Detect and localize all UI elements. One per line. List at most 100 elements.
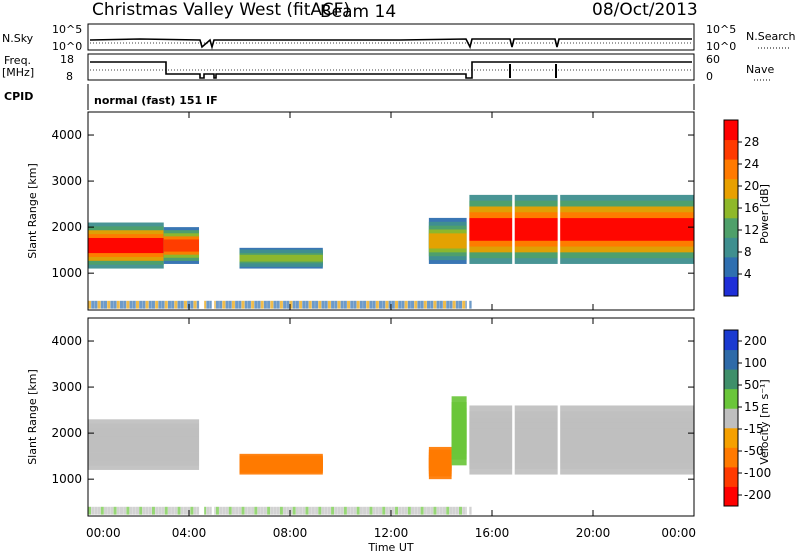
heat-cell [239, 254, 323, 262]
scatter-cell [97, 506, 101, 515]
scatter-cell [452, 506, 456, 515]
scatter-cell [446, 300, 450, 309]
data-gap [199, 319, 205, 515]
scatter-cell [327, 506, 331, 515]
colorbar-tick-label: 16 [744, 201, 759, 215]
colorbar-tick-label: 28 [744, 135, 759, 149]
y-tick-label: 1000 [51, 472, 82, 486]
data-region [88, 419, 202, 470]
scatter-cell [267, 300, 271, 309]
scatter-cell [190, 300, 194, 309]
scatter-cell [379, 506, 383, 515]
colorbar-tick-label: -15 [744, 422, 764, 436]
scatter-cell [219, 506, 223, 515]
scatter-cell [395, 300, 399, 309]
scatter-cell [366, 300, 370, 309]
scatter-cell [331, 506, 335, 515]
colorbar-cell [724, 237, 738, 258]
data-gap [512, 319, 515, 515]
colorbar-cell [724, 256, 738, 277]
scatter-cell [347, 506, 351, 515]
scatter-cell [209, 506, 213, 515]
scatter-cell [324, 300, 328, 309]
scatter-cell [289, 506, 293, 515]
scatter-cell [302, 506, 306, 515]
scatter-cell [100, 506, 104, 515]
scatter-cell [398, 300, 402, 309]
colorbar-cell [724, 466, 738, 487]
scatter-cell [180, 506, 184, 515]
colorbar-frame [723, 329, 739, 507]
scatter-cell [308, 300, 312, 309]
freq-label-1: Freq. [4, 54, 31, 67]
scatter-cell [382, 300, 386, 309]
scatter-cell [292, 300, 296, 309]
heat-cell [163, 239, 200, 252]
scatter-cell [158, 506, 162, 515]
scatter-cell [279, 506, 283, 515]
scatter-cell [94, 506, 98, 515]
scatter-cell [305, 300, 309, 309]
scatter-cell [174, 506, 178, 515]
scatter-cell [359, 300, 363, 309]
scatter-cell [430, 300, 434, 309]
data-gap [199, 113, 205, 309]
nsearch-tick-bottom: 10^0 [706, 40, 736, 53]
data-region [428, 446, 452, 480]
scatter-cell [385, 300, 389, 309]
scatter-cell [302, 300, 306, 309]
scatter-cell [411, 506, 415, 515]
data-region [163, 227, 200, 264]
scatter-cell [324, 506, 328, 515]
scatter-cell [311, 300, 315, 309]
scatter-cell [449, 300, 453, 309]
scatter-cell [267, 506, 271, 515]
nsky-tick-bottom: 10^0 [52, 40, 82, 53]
scatter-cell [273, 506, 277, 515]
y-tick-label: 4000 [51, 128, 82, 142]
scatter-cell [88, 506, 91, 515]
scatter-cell [206, 300, 210, 309]
freq-tick-bottom: 8 [66, 70, 73, 83]
velocity-panel: Slant Range [km] 1000 2000 3000 4000 200 100… [26, 317, 771, 517]
scatter-cell [443, 506, 447, 515]
colorbar-cell [724, 427, 738, 448]
scatter-cell [123, 506, 127, 515]
heat-cell [88, 436, 202, 453]
scatter-cell [257, 300, 261, 309]
scatter-cell [340, 300, 344, 309]
power-panel: Slant Range [km] 1000 2000 3000 4000 4 8 12 16… [26, 111, 771, 311]
scatter-cell [452, 300, 456, 309]
scatter-cell [379, 300, 383, 309]
power-colorbar: 4 8 12 16 20 24 28 [723, 119, 759, 297]
y-tick-label: 3000 [51, 380, 82, 394]
freq-label-2: [MHz] [2, 66, 34, 79]
scatter-cell [391, 300, 395, 309]
colorbar-cell [724, 159, 738, 180]
y-tick-label: 2000 [51, 220, 82, 234]
scatter-cell [145, 506, 149, 515]
scatter-cell [318, 506, 322, 515]
scatter-cell [190, 506, 194, 515]
scatter-cell [407, 300, 411, 309]
scatter-cell [142, 506, 146, 515]
scatter-cell [366, 506, 370, 515]
scatter-cell [411, 300, 415, 309]
nave-tick-bottom: 0 [706, 70, 713, 83]
scatter-cell [161, 300, 165, 309]
scatter-cell [206, 506, 210, 515]
scatter-cell [209, 300, 213, 309]
scatter-cell [260, 506, 264, 515]
scatter-cell [356, 300, 360, 309]
scatter-cell [135, 300, 139, 309]
colorbar-cell [724, 349, 738, 370]
data-region [469, 194, 694, 264]
data-gap [466, 113, 470, 309]
colorbar-cell [724, 486, 738, 507]
scatter-cell [334, 506, 338, 515]
data-region [88, 222, 164, 269]
nsky-trace [89, 38, 692, 50]
scatter-cell [353, 300, 357, 309]
scatter-cell [337, 300, 341, 309]
scatter-cell [103, 300, 107, 309]
